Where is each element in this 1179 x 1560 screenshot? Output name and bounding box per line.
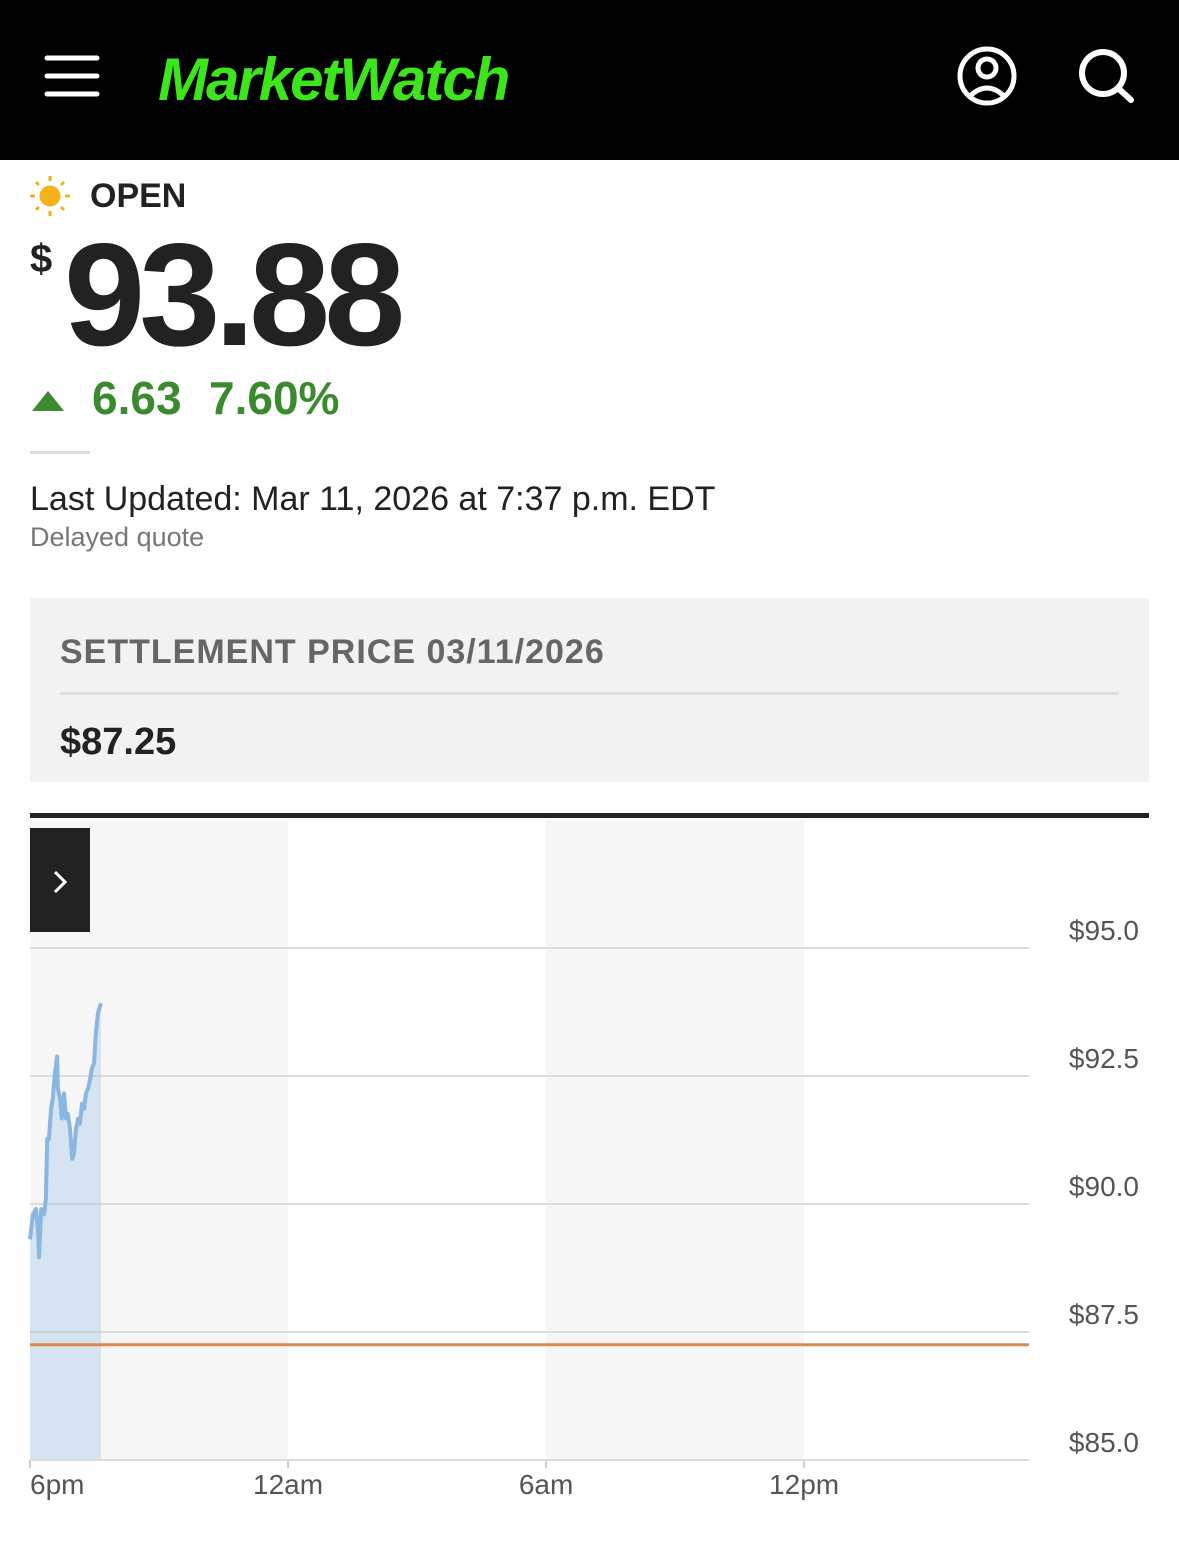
x-tick-label: 12pm bbox=[769, 1469, 839, 1500]
settlement-label: SETTLEMENT PRICE 03/11/2026 bbox=[60, 633, 605, 671]
x-tick-label: 12am bbox=[253, 1469, 323, 1500]
settlement-divider bbox=[60, 692, 1119, 695]
price-line bbox=[28, 1002, 103, 1260]
x-tick-label: 6pm bbox=[30, 1469, 84, 1500]
chart: $85.0 $87.5 $90.0 $92.5 $95.0 6pm 12am 6am 12pm bbox=[28, 820, 1139, 1500]
sun-icon bbox=[30, 176, 70, 216]
session-band bbox=[546, 820, 805, 1460]
last-updated: Last Updated: Mar 11, 2026 at 7:37 p.m. … bbox=[30, 480, 715, 518]
x-tick-label: 6am bbox=[519, 1469, 573, 1500]
expand-arrow[interactable] bbox=[53, 870, 68, 894]
settlement-panel bbox=[30, 598, 1149, 782]
price-change-percent: 7.60% bbox=[209, 372, 339, 424]
y-tick-label: $95.0 bbox=[1069, 915, 1139, 946]
divider bbox=[30, 451, 90, 454]
delayed-note: Delayed quote bbox=[30, 522, 204, 552]
y-tick-label: $90.0 bbox=[1069, 1171, 1139, 1202]
market-status: OPEN bbox=[90, 177, 186, 215]
menu-button[interactable] bbox=[44, 55, 100, 97]
search-button[interactable] bbox=[1079, 49, 1134, 103]
price-change: 6.63 bbox=[92, 372, 182, 424]
top-bar bbox=[0, 0, 1179, 160]
account-button[interactable] bbox=[957, 46, 1017, 106]
expand-button[interactable] bbox=[30, 828, 90, 932]
chart-top-border bbox=[30, 813, 1149, 818]
y-tick-label: $87.5 bbox=[1069, 1299, 1139, 1330]
y-tick-label: $92.5 bbox=[1069, 1043, 1139, 1074]
up-arrow bbox=[32, 391, 64, 411]
price: 93.88 bbox=[64, 213, 401, 376]
y-tick-label: $85.0 bbox=[1069, 1427, 1139, 1458]
logo[interactable]: MarketWatch bbox=[158, 46, 511, 113]
settlement-price: $87.25 bbox=[60, 721, 176, 763]
currency-symbol: $ bbox=[30, 237, 52, 281]
